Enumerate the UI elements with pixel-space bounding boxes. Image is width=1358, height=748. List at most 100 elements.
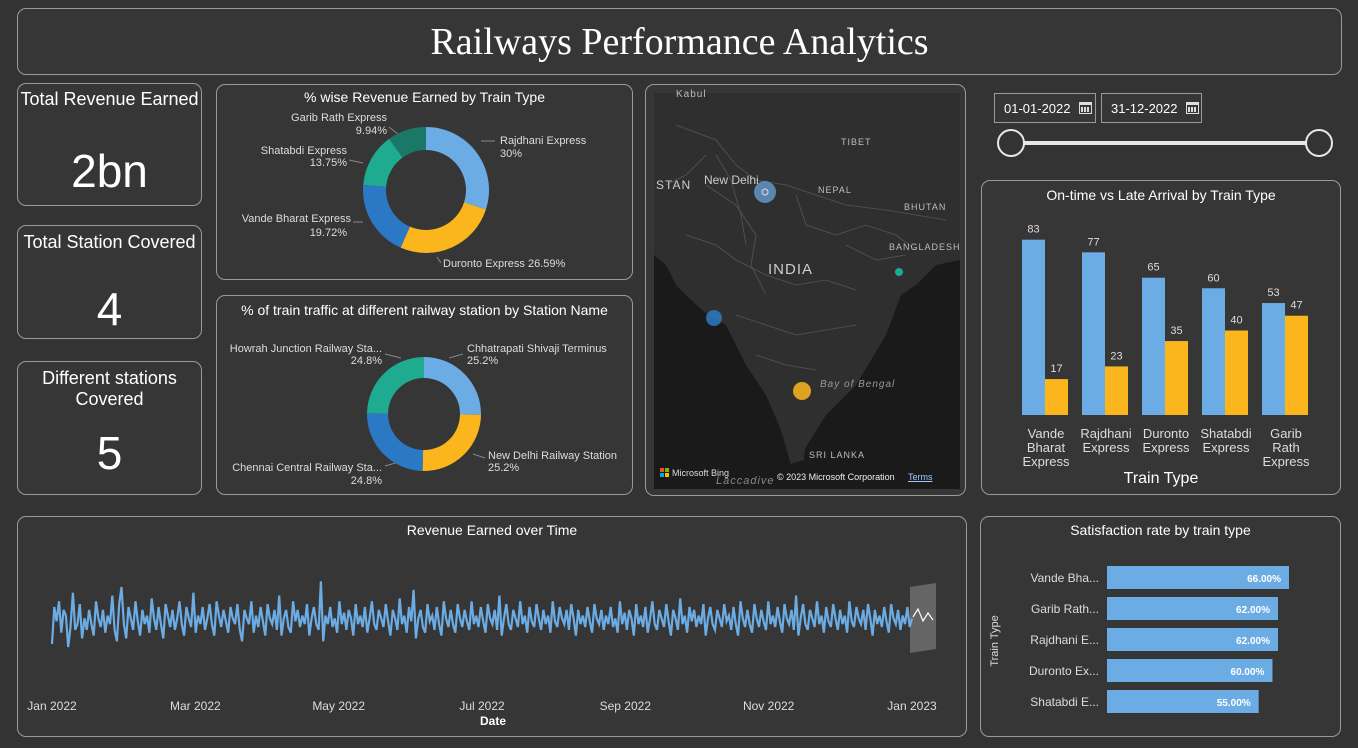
- map-label-india: INDIA: [768, 261, 814, 278]
- revenue-over-time-chart[interactable]: Revenue Earned over Time Jan 2022 Mar 202…: [17, 516, 967, 737]
- category-label: Shatabdi E...: [1030, 695, 1099, 709]
- tick-label: Duronto: [1143, 426, 1189, 441]
- map-label-new-delhi: New Delhi: [704, 173, 759, 187]
- donut-chart: Rajdhani Express 30% Duronto Express 26.…: [242, 112, 587, 270]
- kpi-different-stations[interactable]: Different stations Covered 5: [17, 361, 202, 495]
- tick-label: Express: [1203, 440, 1250, 455]
- chart-title: Satisfaction rate by train type: [1070, 522, 1251, 538]
- start-date-input[interactable]: 01-01-2022: [994, 93, 1096, 123]
- tick-label: Rajdhani: [1080, 426, 1131, 441]
- calendar-icon[interactable]: [1078, 102, 1092, 114]
- donut-slice: [389, 127, 426, 158]
- label-chhatrapati: Chhatrapati Shivaji Terminus: [467, 343, 607, 355]
- donut-slice: [363, 184, 410, 248]
- page-title: Railways Performance Analytics: [430, 21, 929, 63]
- map-point-chennai[interactable]: [793, 382, 811, 400]
- map-label-kabul: Kabul: [676, 89, 707, 100]
- tick-label: Express: [1143, 440, 1190, 455]
- data-label: 77: [1087, 236, 1099, 248]
- data-label: 55.00%: [1217, 698, 1251, 709]
- data-label: 23: [1110, 350, 1122, 362]
- donut-slice: [363, 138, 403, 187]
- station-traffic-chart[interactable]: % of train traffic at different railway …: [216, 295, 633, 495]
- satisfaction-rate-chart[interactable]: Satisfaction rate by train type Vande Bh…: [980, 516, 1341, 737]
- kpi-label: Total Revenue Earned: [20, 89, 199, 109]
- forecast-line: [912, 607, 934, 623]
- y-axis-title: Train Type: [989, 615, 1001, 666]
- bar: [1107, 690, 1259, 713]
- horizontal-bar-chart: Vande Bha... 66.00% Garib Rath... 62.00% Raj…: [989, 566, 1289, 713]
- station-map[interactable]: Kabul TIBET STAN New Delhi NEPAL BHUTAN …: [645, 84, 966, 496]
- forecast-band: [910, 583, 936, 653]
- dashboard-header: Railways Performance Analytics: [17, 8, 1342, 75]
- tick-label: Rath: [1272, 440, 1299, 455]
- data-label: 66.00%: [1247, 574, 1281, 585]
- bing-logo: Microsoft Bing: [672, 468, 730, 478]
- data-label: 83: [1027, 224, 1039, 236]
- bar: [1225, 330, 1248, 415]
- kpi-value: 4: [96, 283, 123, 335]
- kpi-value: 2bn: [71, 145, 148, 197]
- bar: [1107, 628, 1278, 651]
- tick-label: Shatabdi: [1200, 426, 1251, 441]
- bar: [1105, 366, 1128, 415]
- slider-start-handle[interactable]: [997, 129, 1025, 157]
- kpi-total-stations[interactable]: Total Station Covered 4: [17, 225, 202, 339]
- start-date-value: 01-01-2022: [1004, 100, 1071, 116]
- label-howrah: Howrah Junction Railway Sta...: [230, 343, 382, 355]
- category-label: Duronto Ex...: [1029, 664, 1099, 678]
- bar: [1142, 277, 1165, 415]
- label-garib-pct: 9.94%: [356, 125, 387, 137]
- data-label: 62.00%: [1236, 605, 1270, 616]
- chart-title: On-time vs Late Arrival by Train Type: [1046, 187, 1276, 203]
- donut-slice: [400, 202, 486, 254]
- chart-title: % wise Revenue Earned by Train Type: [304, 89, 545, 105]
- map-point-new-delhi[interactable]: [754, 181, 776, 203]
- revenue-by-train-type-chart[interactable]: % wise Revenue Earned by Train Type Rajd…: [216, 84, 633, 280]
- chart-title: % of train traffic at different railway …: [241, 302, 608, 318]
- tick-label: Sep 2022: [600, 699, 652, 713]
- tick-label: Garib: [1270, 426, 1302, 441]
- data-label: 60.00%: [1231, 667, 1265, 678]
- map-label-sri-lanka: SRI LANKA: [809, 450, 866, 460]
- chart-title: Revenue Earned over Time: [406, 522, 578, 538]
- label-rajdhani: Rajdhani Express: [500, 135, 587, 147]
- category-label: Rajdhani E...: [1030, 633, 1099, 647]
- donut-slice: [426, 127, 489, 210]
- tick-label: Nov 2022: [743, 699, 795, 713]
- donut-slice: [367, 357, 424, 414]
- map-point-mumbai[interactable]: [706, 310, 722, 326]
- line-chart: Jan 2022 Mar 2022 May 2022 Jul 2022 Sep 2022…: [27, 581, 937, 713]
- data-label: 47: [1290, 300, 1302, 312]
- map-copyright: © 2023 Microsoft Corporation: [777, 472, 895, 482]
- kpi-label: Different stations Covered: [42, 368, 177, 409]
- bar: [1107, 659, 1273, 682]
- bar: [1165, 341, 1188, 415]
- map-terms-link[interactable]: Terms: [908, 472, 933, 482]
- x-axis-title: Date: [479, 714, 506, 728]
- label-newdelhi-pct: 25.2%: [488, 462, 519, 474]
- kpi-value: 5: [96, 427, 123, 479]
- bar: [1285, 315, 1308, 415]
- tick-label: Express: [1083, 440, 1130, 455]
- tick-label: Jan 2023: [887, 699, 937, 713]
- label-chhatrapati-pct: 25.2%: [467, 355, 498, 367]
- bar: [1082, 252, 1105, 415]
- map-label-bangladesh: BANGLADESH: [889, 242, 961, 252]
- map-point-howrah[interactable]: [895, 268, 903, 276]
- kpi-total-revenue[interactable]: Total Revenue Earned 2bn: [17, 83, 202, 206]
- ontime-late-chart[interactable]: On-time vs Late Arrival by Train Type 83…: [981, 180, 1341, 495]
- data-label: 35: [1170, 325, 1182, 337]
- map-canvas[interactable]: [646, 85, 966, 496]
- end-date-input[interactable]: 31-12-2022: [1101, 93, 1202, 123]
- slider-end-handle[interactable]: [1305, 129, 1333, 157]
- tick-label: Mar 2022: [170, 699, 221, 713]
- calendar-icon[interactable]: [1185, 102, 1199, 114]
- data-label: 62.00%: [1236, 636, 1270, 647]
- label-chennai-pct: 24.8%: [351, 475, 382, 487]
- date-range-slider[interactable]: [1010, 141, 1320, 145]
- bar: [1107, 566, 1289, 589]
- data-label: 60: [1207, 272, 1219, 284]
- kpi-label: Total Station Covered: [23, 232, 196, 252]
- map-label-bhutan: BHUTAN: [904, 202, 947, 212]
